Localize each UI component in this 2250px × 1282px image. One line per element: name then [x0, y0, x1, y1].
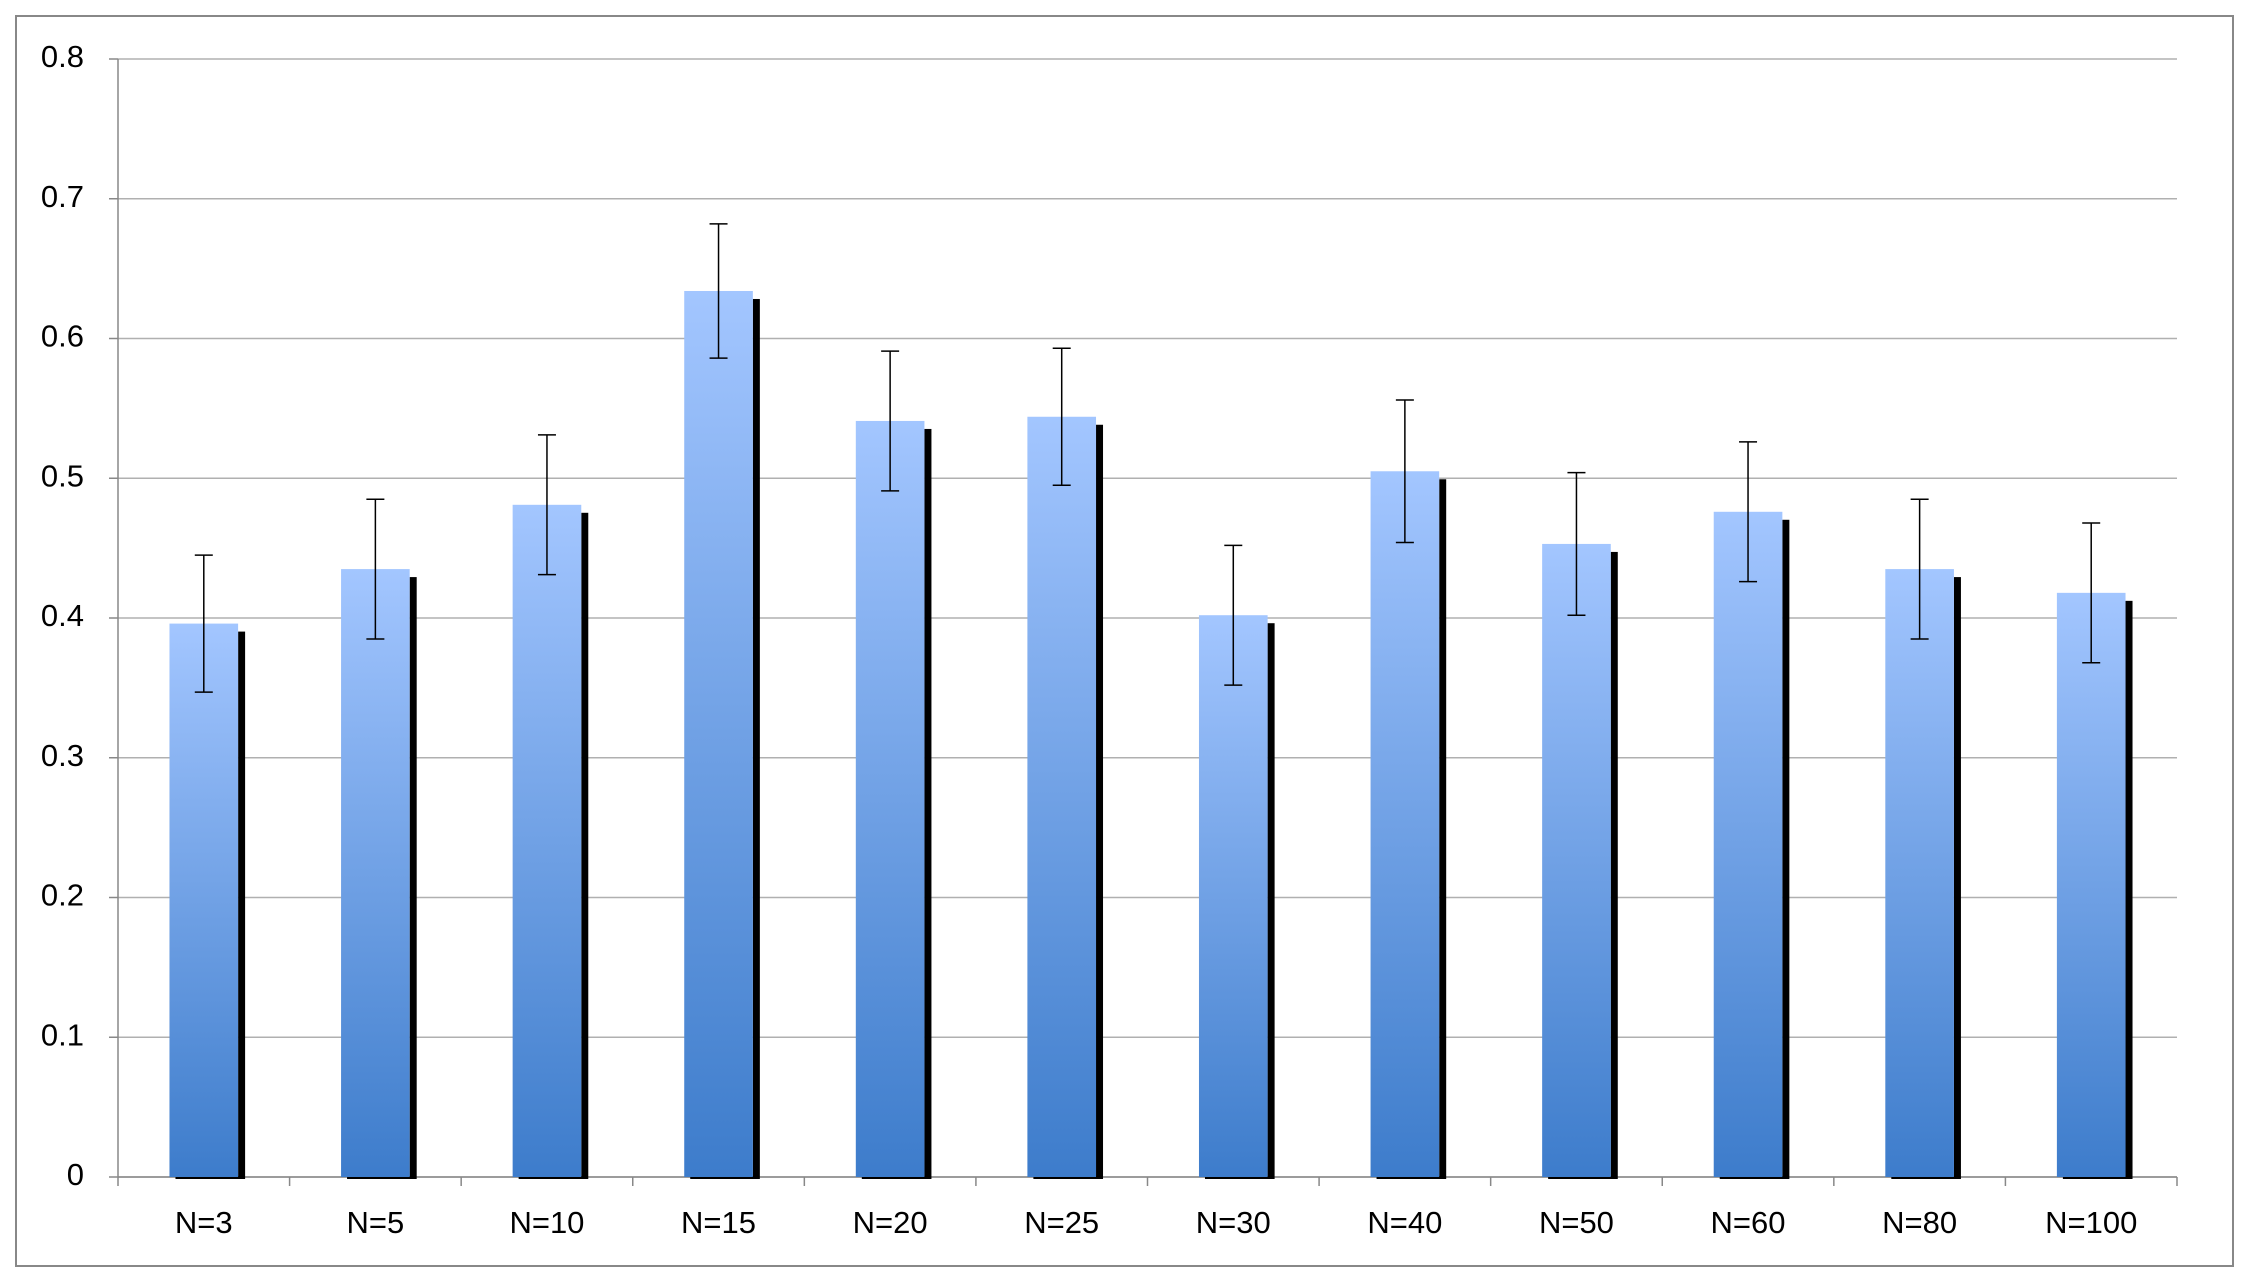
error-bar	[1739, 441, 1758, 583]
bar-base-shadow	[2062, 1176, 2132, 1179]
error-bar	[366, 498, 385, 640]
x-tick-label: N=3	[175, 1205, 233, 1240]
x-tick-label: N=80	[1882, 1205, 1957, 1240]
bar-shadow	[238, 631, 246, 1179]
x-tick-label: N=25	[1024, 1205, 1099, 1240]
error-bar	[881, 350, 900, 492]
bar-shadow	[2125, 600, 2133, 1179]
bar	[1027, 416, 1097, 1177]
bar-base-shadow	[175, 1176, 245, 1179]
x-tick-label: N=20	[853, 1205, 928, 1240]
y-tick-label: 0.6	[41, 319, 84, 354]
y-tick-label: 0.7	[41, 179, 84, 214]
y-tick-label: 0.3	[41, 738, 84, 773]
bar	[1542, 543, 1611, 1177]
y-tick-label: 0	[67, 1157, 84, 1192]
bar-shadow	[1096, 424, 1104, 1179]
x-tick-label: N=40	[1367, 1205, 1442, 1240]
y-tick-label: 0.1	[41, 1017, 84, 1052]
bar	[1713, 511, 1783, 1177]
bar	[2056, 592, 2126, 1177]
x-tick-label: N=60	[1711, 1205, 1786, 1240]
bar-base-shadow	[690, 1176, 759, 1179]
error-bar	[1395, 399, 1414, 544]
x-tick-label: N=10	[509, 1205, 584, 1240]
bar	[1198, 615, 1268, 1177]
error-bar	[1052, 347, 1071, 486]
error-bar	[1224, 544, 1243, 686]
bar-shadow	[1439, 479, 1447, 1179]
bar-shadow	[1267, 623, 1275, 1179]
bar-base-shadow	[1548, 1176, 1617, 1179]
error-bar	[537, 434, 556, 576]
error-bar	[194, 554, 213, 693]
bar-base-shadow	[518, 1176, 588, 1179]
x-tick-label: N=100	[2045, 1205, 2137, 1240]
error-bar	[709, 223, 728, 359]
x-tick-label: N=15	[681, 1205, 756, 1240]
bar	[341, 569, 410, 1177]
error-bar	[1567, 471, 1586, 616]
bar-shadow	[1782, 519, 1790, 1179]
error-bar	[2082, 522, 2101, 664]
bar-shadow	[752, 298, 760, 1179]
bar-shadow	[581, 512, 589, 1179]
x-tick-label: N=5	[347, 1205, 405, 1240]
bar-base-shadow	[1891, 1176, 1960, 1179]
y-tick-label: 0.4	[41, 598, 84, 633]
error-bar	[1910, 498, 1929, 640]
bar-base-shadow	[1719, 1176, 1789, 1179]
bar	[512, 504, 582, 1177]
y-tick-label: 0.8	[41, 39, 84, 74]
bar-base-shadow	[1376, 1176, 1446, 1179]
bar	[1885, 569, 1954, 1177]
y-tick-label: 0.5	[41, 458, 84, 493]
bar	[684, 290, 753, 1177]
bar	[169, 623, 239, 1177]
bar-base-shadow	[1033, 1176, 1103, 1179]
bar-shadow	[409, 577, 417, 1179]
bar-base-shadow	[1204, 1176, 1274, 1179]
bar-shadow	[1953, 577, 1961, 1179]
bar-base-shadow	[347, 1176, 416, 1179]
bar-shadow	[924, 428, 932, 1179]
y-tick-label: 0.2	[41, 878, 84, 913]
x-tick-label: N=50	[1539, 1205, 1614, 1240]
bar-shadow	[1610, 551, 1618, 1179]
bar-base-shadow	[861, 1176, 931, 1179]
bar	[1370, 471, 1440, 1177]
x-tick-label: N=30	[1196, 1205, 1271, 1240]
bar	[855, 420, 925, 1177]
